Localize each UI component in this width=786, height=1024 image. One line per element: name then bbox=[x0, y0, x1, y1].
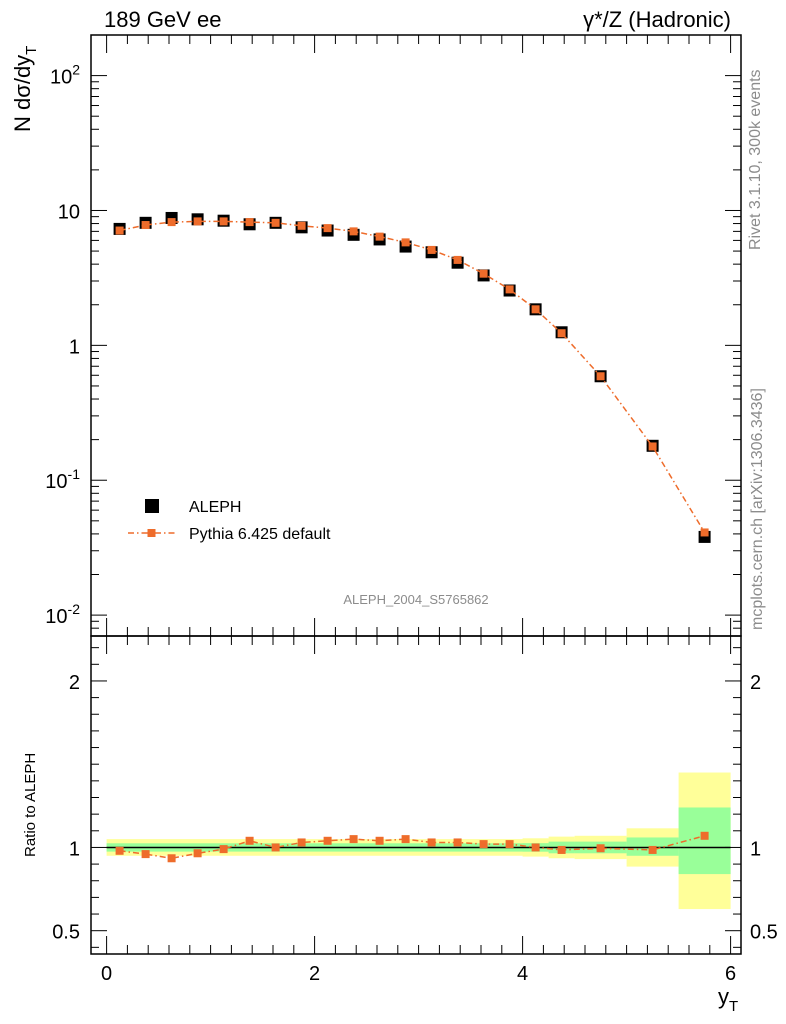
y-tick-label: 10 bbox=[58, 201, 80, 223]
ratio-data-point bbox=[596, 844, 605, 853]
pythia-data-point bbox=[141, 221, 150, 230]
x-tick-label: 6 bbox=[725, 963, 736, 985]
pythia-data-point bbox=[219, 217, 228, 226]
rivet-version-label: Rivet 3.1.10, 300k events bbox=[747, 69, 764, 250]
pythia-data-point bbox=[700, 528, 709, 537]
legend-aleph-label: ALEPH bbox=[189, 499, 241, 516]
y-tick-label: 102 bbox=[50, 62, 80, 89]
pythia-data-point bbox=[648, 442, 657, 451]
ratio-y-tick-label: 2 bbox=[69, 672, 80, 694]
ratio-y-tick-label-right: 0.5 bbox=[750, 922, 778, 944]
ratio-axes: 0.5 0.5 1 1 2 2 0 2 4 6 bbox=[52, 636, 778, 985]
pythia-data-point bbox=[349, 227, 358, 236]
main-panel: 10-2 10-1 1 10 102 N dσ/dyT ALEPH Pythia 6.4… bbox=[10, 34, 742, 637]
ratio-y-tick-label-right: 2 bbox=[750, 672, 761, 694]
main-y-axis: 10-2 10-1 1 10 102 bbox=[45, 34, 741, 637]
pythia-data-point bbox=[505, 285, 514, 294]
y-tick-label: 1 bbox=[69, 336, 80, 358]
ratio-data-point bbox=[505, 840, 514, 849]
pythia-data-point bbox=[557, 329, 566, 338]
process-energy-label: 189 GeV ee bbox=[104, 7, 221, 32]
ratio-data-point bbox=[245, 836, 254, 845]
legend-pythia-marker bbox=[147, 529, 156, 537]
legend: ALEPH Pythia 6.425 default bbox=[128, 499, 331, 543]
pythia-data-point bbox=[401, 238, 410, 247]
pythia-data-point bbox=[531, 305, 540, 314]
main-panel-frame bbox=[90, 34, 742, 637]
ratio-data-point bbox=[427, 838, 436, 847]
pythia-data-point bbox=[115, 226, 124, 235]
legend-pythia-label: Pythia 6.425 default bbox=[189, 526, 331, 543]
ratio-data-point bbox=[141, 850, 150, 859]
ratio-data-point bbox=[557, 845, 566, 854]
pythia-data-point bbox=[297, 221, 306, 230]
ratio-data-point bbox=[219, 845, 228, 854]
main-y-axis-title: N dσ/dyT bbox=[10, 46, 40, 132]
ratio-y-tick-label-right: 1 bbox=[750, 838, 761, 860]
ratio-y-tick-label: 0.5 bbox=[52, 922, 80, 944]
ratio-data-point bbox=[700, 831, 709, 840]
inner-uncertainty-band bbox=[678, 807, 731, 875]
x-tick-label: 0 bbox=[101, 963, 112, 985]
pythia-data-point bbox=[479, 269, 488, 278]
ratio-data-point bbox=[297, 838, 306, 847]
ratio-data-point bbox=[648, 845, 657, 854]
pythia-curve bbox=[119, 220, 706, 533]
legend-aleph-marker bbox=[145, 499, 159, 513]
ratio-data-point bbox=[115, 846, 124, 855]
ratio-data-point bbox=[453, 838, 462, 847]
x-axis-title: yT bbox=[718, 984, 738, 1015]
process-type-label: γ*/Z (Hadronic) bbox=[583, 7, 731, 32]
pythia-data-point bbox=[245, 218, 254, 227]
ratio-data-point bbox=[271, 843, 280, 852]
ratio-data-point bbox=[349, 835, 358, 844]
ratio-data-point bbox=[401, 835, 410, 844]
ratio-data-point bbox=[193, 849, 202, 858]
analysis-id-label: ALEPH_2004_S5765862 bbox=[343, 592, 488, 607]
ratio-data-point bbox=[167, 854, 176, 863]
ratio-data-point bbox=[479, 840, 488, 849]
uncertainty-bands bbox=[106, 772, 731, 910]
pythia-data-point bbox=[167, 218, 176, 227]
ratio-y-tick-label: 1 bbox=[69, 838, 80, 860]
pythia-data-point bbox=[427, 245, 436, 254]
y-tick-label: 10-2 bbox=[45, 601, 80, 628]
ratio-data-point bbox=[531, 843, 540, 852]
ratio-panel-frame bbox=[90, 635, 742, 955]
pythia-data-point bbox=[323, 224, 332, 233]
x-tick-label: 4 bbox=[517, 963, 528, 985]
pythia-data-point bbox=[375, 232, 384, 241]
ratio-y-axis-title: Ratio to ALEPH bbox=[22, 753, 39, 857]
mcplots-label: mcplots.cern.ch [arXiv:1306.3436] bbox=[749, 388, 766, 630]
pythia-data-point bbox=[193, 217, 202, 226]
x-tick-label: 2 bbox=[309, 963, 320, 985]
ratio-data-point bbox=[323, 836, 332, 845]
pythia-data-point bbox=[596, 372, 605, 381]
pythia-data-point bbox=[453, 255, 462, 264]
y-tick-label: 10-1 bbox=[45, 466, 80, 493]
pythia-data-point bbox=[271, 218, 280, 227]
ratio-data-point bbox=[375, 836, 384, 845]
ratio-panel: 0.5 0.5 1 1 2 2 0 2 4 6 Ratio to ALEPH yT bbox=[22, 635, 778, 1015]
